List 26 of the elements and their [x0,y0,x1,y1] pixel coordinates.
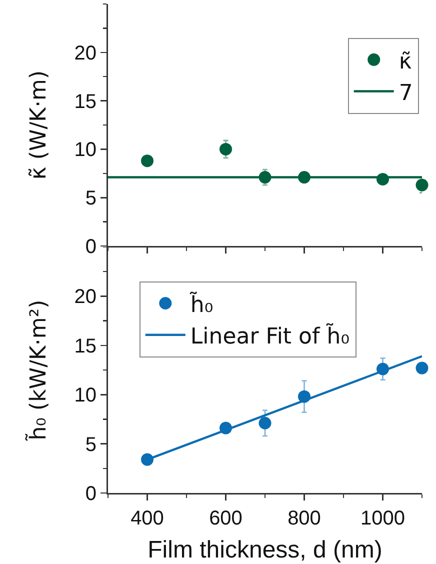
y-tick-label: 10 [74,139,96,162]
y-tick-label: 0 [85,483,96,505]
point [141,453,154,466]
legend-label: h̃₀ [188,290,214,318]
x-axis-title: Film thickness, d (nm) [148,536,382,564]
point [258,416,272,430]
y-tick-label: 20 [74,286,96,308]
y-axis-title: κ̃ (W/K·m) [26,70,52,180]
y-tick-label: 15 [74,90,96,113]
y-tick-label: 20 [74,42,96,64]
x-tick-label: 1000 [360,508,405,530]
y-tick-label: 10 [74,384,96,407]
legend-label: Linear Fit of h̃₀ [190,322,350,350]
x-tick-label: 600 [209,508,242,530]
legend-label: 7 [398,80,413,106]
point [416,362,428,374]
y-tick-label: 0 [85,236,96,258]
legend-label: κ̃ [398,49,412,74]
x-tick-label: 800 [288,508,321,530]
point [220,142,232,156]
y-tick-label: 15 [74,335,96,358]
point [141,154,154,168]
y-axis-title: h̃₀ (kW/K·m²) [24,300,52,442]
y-tick-label: 5 [85,434,96,456]
y-tick-label: 5 [85,188,96,210]
x-tick-label: 400 [130,508,164,530]
